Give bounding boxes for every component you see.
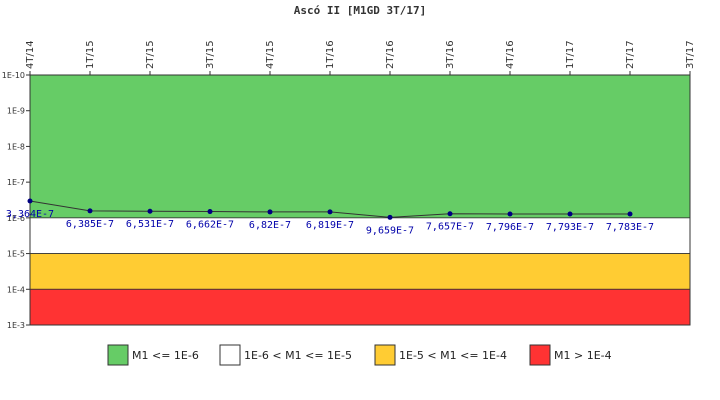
y-tick-label: 1E-5 xyxy=(7,250,25,259)
point xyxy=(447,211,453,217)
y-tick-label: 1E-9 xyxy=(7,107,25,116)
data-label: 7,783E-7 xyxy=(606,222,654,233)
legend-label: 1E-5 < M1 <= 1E-4 xyxy=(399,349,507,362)
band xyxy=(29,288,691,326)
data-label: 6,385E-7 xyxy=(66,219,114,230)
x-tick-label: 4T/14 xyxy=(25,40,36,69)
legend-label: 1E-6 < M1 <= 1E-5 xyxy=(244,349,352,362)
x-tick-label: 2T/17 xyxy=(625,40,636,69)
y-tick-label: 1E-6 xyxy=(7,214,25,223)
data-label: 6,819E-7 xyxy=(306,220,354,231)
band xyxy=(29,253,691,290)
point xyxy=(507,211,513,217)
x-tick-label: 4T/15 xyxy=(265,40,276,69)
data-label: 7,657E-7 xyxy=(426,222,474,233)
y-tick-label: 1E-4 xyxy=(7,285,25,294)
point xyxy=(567,211,573,217)
y-tick-label: 1E-7 xyxy=(7,178,25,187)
point xyxy=(27,198,33,204)
legend-swatch xyxy=(107,344,129,366)
legend-swatch xyxy=(529,344,551,366)
data-label: 7,796E-7 xyxy=(486,222,534,233)
data-label: 6,662E-7 xyxy=(186,220,234,231)
legend-swatch xyxy=(374,344,396,366)
legend-swatch xyxy=(219,344,241,366)
band xyxy=(29,217,691,254)
legend-label: M1 <= 1E-6 xyxy=(132,349,199,362)
x-tick-label: 4T/16 xyxy=(505,40,516,69)
x-tick-label: 1T/15 xyxy=(85,40,96,69)
x-tick-label: 1T/16 xyxy=(325,40,336,69)
point xyxy=(207,209,213,215)
data-label: 6,531E-7 xyxy=(126,219,174,230)
data-label: 3,364E-7 xyxy=(6,209,54,220)
point xyxy=(387,214,393,220)
y-tick-label: 1E-10 xyxy=(2,71,25,80)
point xyxy=(327,209,333,215)
x-tick-label: 2T/15 xyxy=(145,40,156,69)
point xyxy=(147,208,153,214)
point xyxy=(87,208,93,214)
legend-label: M1 > 1E-4 xyxy=(554,349,612,362)
x-tick-label: 2T/16 xyxy=(385,40,396,69)
x-tick-label: 3T/16 xyxy=(445,40,456,69)
data-label: 7,793E-7 xyxy=(546,222,594,233)
point xyxy=(267,209,273,215)
y-tick-label: 1E-3 xyxy=(7,321,25,330)
x-tick-label: 3T/17 xyxy=(685,40,696,69)
x-tick-label: 3T/15 xyxy=(205,40,216,69)
y-tick-label: 1E-8 xyxy=(7,142,25,151)
band xyxy=(29,74,691,219)
data-label: 9,659E-7 xyxy=(366,225,414,236)
chart-title: Ascó II [M1GD 3T/17] xyxy=(294,4,426,17)
point xyxy=(627,211,633,217)
data-label: 6,82E-7 xyxy=(249,220,291,231)
x-tick-label: 1T/17 xyxy=(565,40,576,69)
